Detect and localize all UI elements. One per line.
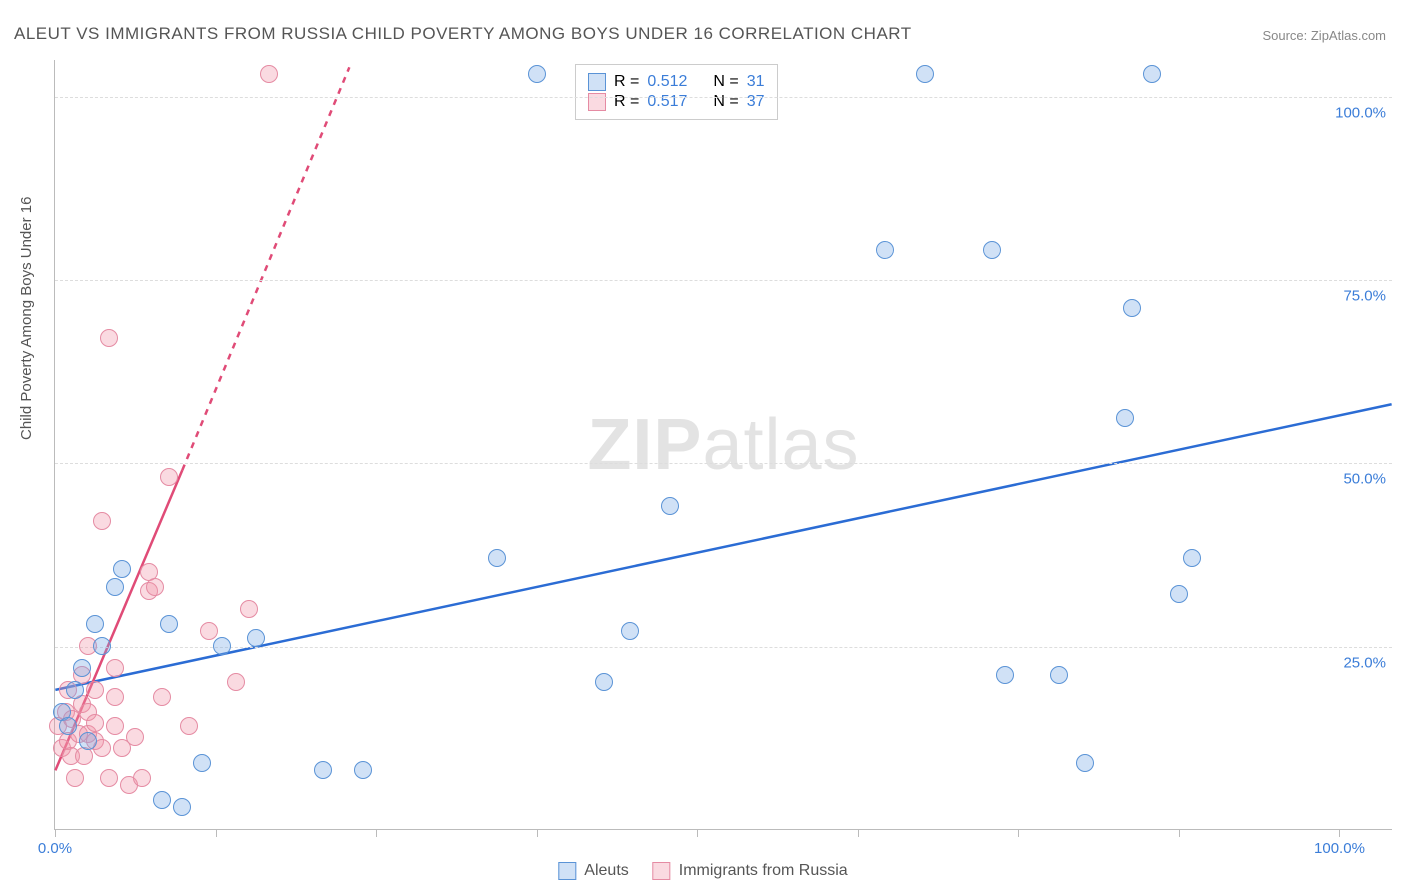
x-tick xyxy=(858,829,859,837)
r-prefix: R = xyxy=(614,73,639,91)
data-point xyxy=(488,549,506,567)
legend-label-aleuts: Aleuts xyxy=(584,862,628,880)
x-tick xyxy=(55,829,56,837)
source-label: Source: ZipAtlas.com xyxy=(1262,28,1386,43)
data-point xyxy=(227,673,245,691)
data-point xyxy=(153,791,171,809)
gridline xyxy=(55,280,1392,281)
data-point xyxy=(106,578,124,596)
data-point xyxy=(213,637,231,655)
watermark: ZIPatlas xyxy=(587,404,859,486)
data-point xyxy=(180,717,198,735)
x-tick xyxy=(537,829,538,837)
data-point xyxy=(876,241,894,259)
data-point xyxy=(983,241,1001,259)
data-point xyxy=(173,798,191,816)
data-point xyxy=(79,732,97,750)
trend-lines-svg xyxy=(55,60,1392,829)
data-point xyxy=(106,688,124,706)
watermark-zip: ZIP xyxy=(587,405,702,485)
data-point xyxy=(240,600,258,618)
data-point xyxy=(314,761,332,779)
trend-line xyxy=(182,67,349,470)
legend-item-aleuts: Aleuts xyxy=(558,862,628,880)
y-axis-label: Child Poverty Among Boys Under 16 xyxy=(18,197,35,440)
data-point xyxy=(160,468,178,486)
data-point xyxy=(106,659,124,677)
x-tick xyxy=(697,829,698,837)
x-tick xyxy=(1339,829,1340,837)
watermark-atlas: atlas xyxy=(702,405,859,485)
y-tick-label: 25.0% xyxy=(1343,654,1386,671)
stats-row-aleuts: R = 0.512 N = 31 xyxy=(588,73,765,91)
data-point xyxy=(1183,549,1201,567)
data-point xyxy=(160,615,178,633)
data-point xyxy=(86,681,104,699)
r-value-aleuts: 0.512 xyxy=(647,73,687,91)
x-tick xyxy=(1179,829,1180,837)
data-point xyxy=(106,717,124,735)
legend-swatch-aleuts xyxy=(558,862,576,880)
data-point xyxy=(126,728,144,746)
x-tick-label: 100.0% xyxy=(1314,840,1365,857)
n-value-aleuts: 31 xyxy=(747,73,765,91)
data-point xyxy=(1076,754,1094,772)
data-point xyxy=(247,629,265,647)
data-point xyxy=(59,717,77,735)
x-tick xyxy=(1018,829,1019,837)
data-point xyxy=(621,622,639,640)
x-tick xyxy=(376,829,377,837)
data-point xyxy=(86,714,104,732)
data-point xyxy=(354,761,372,779)
data-point xyxy=(661,497,679,515)
data-point xyxy=(113,560,131,578)
gridline xyxy=(55,463,1392,464)
data-point xyxy=(153,688,171,706)
data-point xyxy=(595,673,613,691)
data-point xyxy=(916,65,934,83)
legend-label-russia: Immigrants from Russia xyxy=(679,862,848,880)
data-point xyxy=(193,754,211,772)
y-tick-label: 75.0% xyxy=(1343,288,1386,305)
data-point xyxy=(1123,299,1141,317)
data-point xyxy=(200,622,218,640)
data-point xyxy=(100,329,118,347)
x-tick xyxy=(216,829,217,837)
data-point xyxy=(93,637,111,655)
data-point xyxy=(1050,666,1068,684)
data-point xyxy=(146,578,164,596)
data-point xyxy=(133,769,151,787)
data-point xyxy=(1116,409,1134,427)
stats-legend-box: R = 0.512 N = 31 R = 0.517 N = 37 xyxy=(575,64,778,120)
swatch-aleuts xyxy=(588,73,606,91)
legend-swatch-russia xyxy=(653,862,671,880)
y-tick-label: 50.0% xyxy=(1343,471,1386,488)
data-point xyxy=(73,659,91,677)
data-point xyxy=(260,65,278,83)
data-point xyxy=(66,769,84,787)
gridline xyxy=(55,97,1392,98)
data-point xyxy=(996,666,1014,684)
data-point xyxy=(100,769,118,787)
data-point xyxy=(93,512,111,530)
n-prefix: N = xyxy=(713,73,738,91)
data-point xyxy=(528,65,546,83)
legend-bottom: Aleuts Immigrants from Russia xyxy=(558,862,847,880)
x-tick-label: 0.0% xyxy=(38,840,72,857)
data-point xyxy=(66,681,84,699)
data-point xyxy=(1170,585,1188,603)
chart-plot-area: ZIPatlas R = 0.512 N = 31 R = 0.517 N = … xyxy=(54,60,1392,830)
data-point xyxy=(86,615,104,633)
y-tick-label: 100.0% xyxy=(1335,104,1386,121)
chart-title: ALEUT VS IMMIGRANTS FROM RUSSIA CHILD PO… xyxy=(14,24,912,44)
legend-item-russia: Immigrants from Russia xyxy=(653,862,848,880)
data-point xyxy=(1143,65,1161,83)
